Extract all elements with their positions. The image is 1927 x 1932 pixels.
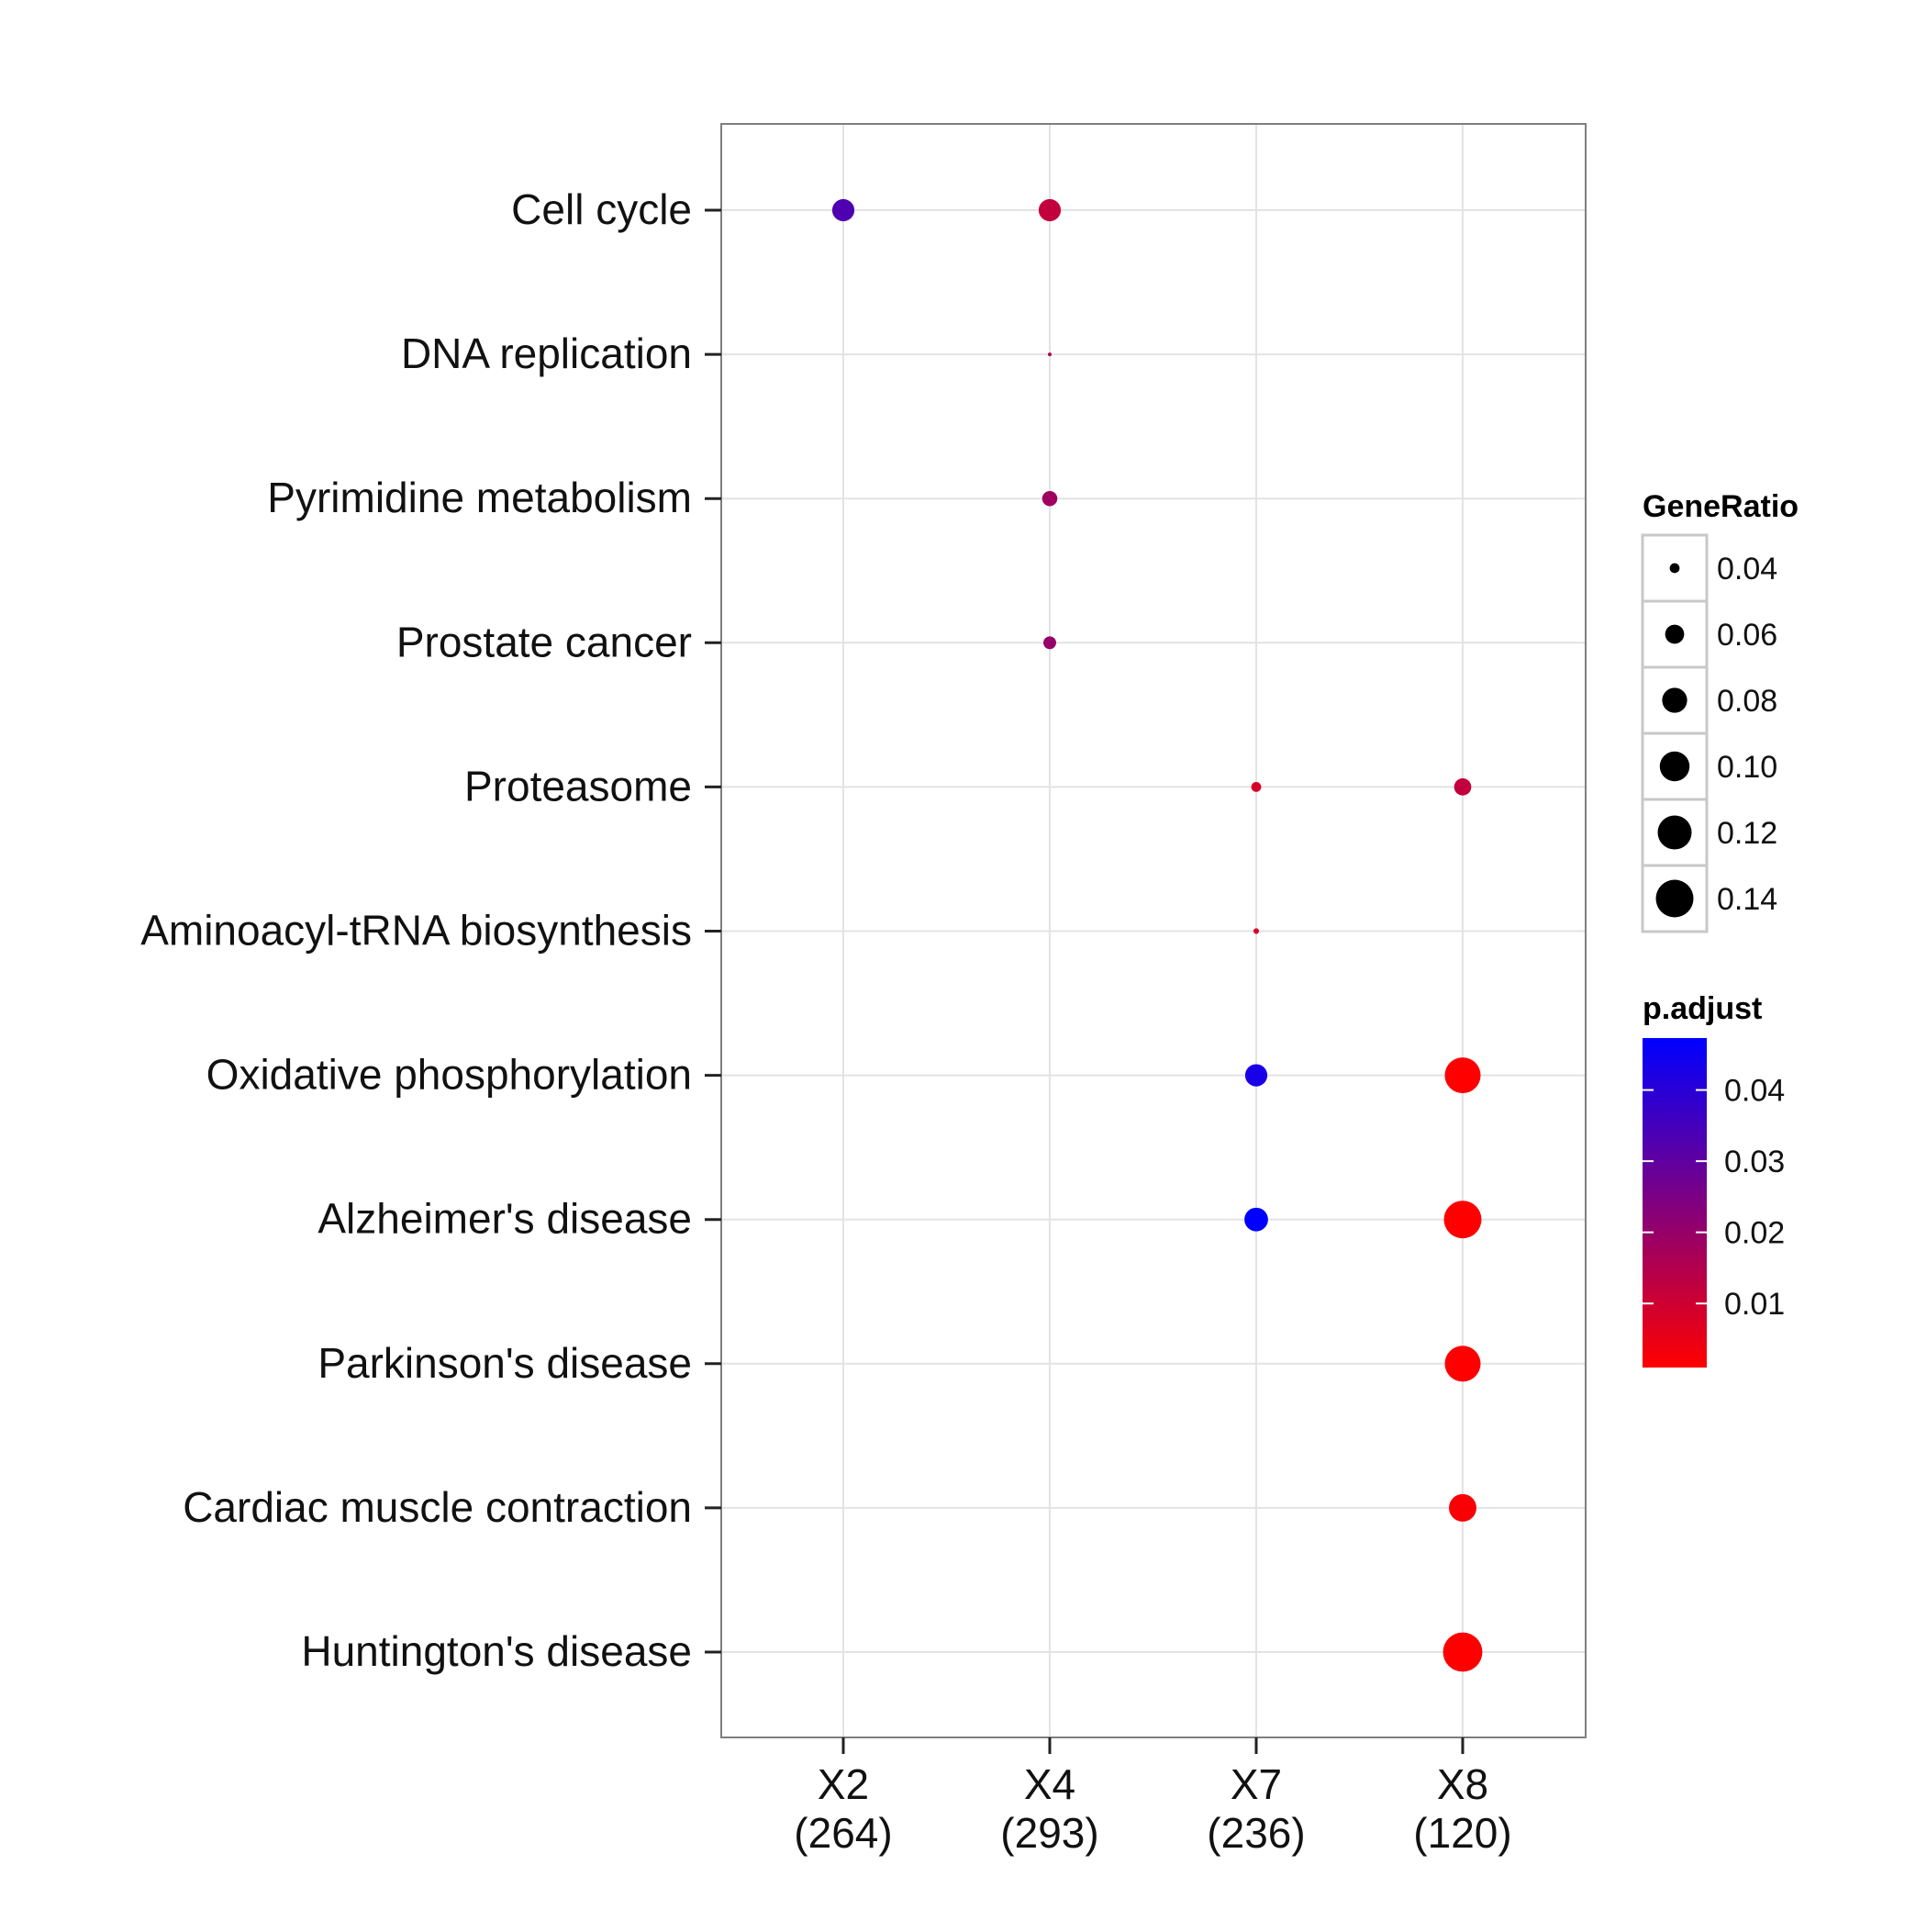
x-tick-label: X4 [1024, 1760, 1075, 1808]
data-point [1244, 1064, 1268, 1087]
data-point [1449, 1493, 1476, 1522]
data-point [1038, 198, 1062, 222]
data-point [1041, 490, 1058, 507]
legend-key-label: 0.04 [1717, 552, 1777, 586]
x-tick-count: (264) [794, 1809, 892, 1857]
p-adjust-legend: p.adjust 0.04 0.03 0.02 0.01 [1643, 991, 1785, 1368]
generatio-legend: GeneRatio 0.04 0.06 0.08 0.10 0.12 0.14 [1641, 489, 1799, 933]
legend-key-label: 0.08 [1717, 684, 1777, 719]
legend-key-label: 0.06 [1717, 618, 1777, 653]
data-point [1253, 928, 1260, 934]
legend-key-label: 0.10 [1717, 750, 1777, 785]
y-tick-label: Alzheimer's disease [317, 1195, 692, 1243]
y-axis: Cell cycle DNA replication Pyrimidine meta… [140, 185, 721, 1675]
y-tick-label: Pyrimidine metabolism [267, 474, 692, 521]
legend-key-dot [1665, 624, 1685, 644]
data-point [1048, 352, 1052, 357]
x-tick-count: (120) [1413, 1809, 1511, 1857]
points [831, 198, 1483, 1672]
legend-key-dot [1662, 687, 1688, 713]
colorbar-tick-label: 0.01 [1724, 1287, 1785, 1322]
data-point [1442, 1632, 1483, 1672]
x-tick-label: X2 [818, 1760, 869, 1808]
colorbar-tick-label: 0.04 [1724, 1074, 1785, 1109]
legend-key-label: 0.14 [1717, 882, 1777, 917]
legend-key-dot [1669, 563, 1680, 574]
data-point [1444, 1346, 1481, 1382]
y-tick-label: Proteasome [464, 762, 692, 810]
y-tick-label: Cardiac muscle contraction [183, 1483, 692, 1531]
y-tick-label: Oxidative phosphorylation [206, 1051, 692, 1099]
y-tick-label: Cell cycle [511, 185, 692, 233]
colorbar [1643, 1038, 1707, 1368]
legend-key-dot [1659, 751, 1690, 782]
data-point [1251, 782, 1262, 792]
y-tick-label: Prostate cancer [396, 618, 692, 665]
p-adjust-legend-title: p.adjust [1643, 991, 1762, 1026]
y-tick-label: DNA replication [401, 329, 692, 377]
y-tick-label: Aminoacyl-tRNA biosynthesis [140, 907, 692, 955]
y-tick-label: Huntington's disease [301, 1627, 692, 1675]
legend-key-label: 0.12 [1717, 816, 1777, 851]
x-tick-label: X8 [1437, 1760, 1488, 1808]
data-point [1244, 1207, 1268, 1232]
data-point [1444, 1057, 1481, 1094]
generatio-legend-title: GeneRatio [1643, 489, 1799, 524]
data-point [831, 198, 855, 222]
legend-key-dot [1657, 815, 1692, 850]
x-tick-count: (293) [1000, 1809, 1098, 1857]
data-point [1043, 636, 1056, 650]
colorbar-tick-label: 0.02 [1724, 1216, 1785, 1251]
x-tick-count: (236) [1207, 1809, 1305, 1857]
legend-key-dot [1655, 879, 1694, 918]
x-tick-label: X7 [1231, 1760, 1282, 1808]
legend-key [1641, 533, 1709, 603]
colorbar-tick-label: 0.03 [1724, 1145, 1785, 1179]
y-tick-label: Parkinson's disease [317, 1339, 692, 1387]
data-point [1443, 1201, 1482, 1239]
x-axis: X2(264) X4(293) X7(236) X8(120) [794, 1737, 1512, 1857]
data-point [1454, 778, 1472, 796]
